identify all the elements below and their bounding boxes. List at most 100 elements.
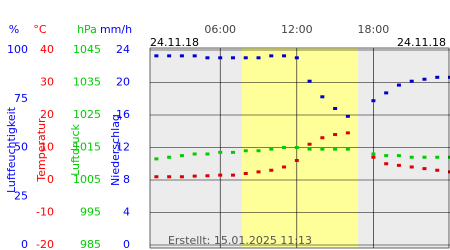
daylight-band	[241, 48, 359, 248]
y-tick-label: 1045	[73, 43, 101, 56]
data-point	[154, 175, 159, 179]
data-point	[256, 170, 261, 174]
y-tick-label: 25	[14, 189, 28, 202]
y-tick-label: 985	[80, 238, 101, 250]
data-point	[345, 114, 350, 118]
y-tick-label: 1015	[73, 141, 101, 154]
data-point	[192, 174, 197, 178]
data-point	[192, 152, 197, 156]
axis-unit: hPa	[77, 23, 97, 36]
data-point	[154, 54, 159, 58]
data-point	[243, 56, 248, 60]
data-point	[218, 56, 223, 60]
data-point	[256, 149, 261, 153]
data-point	[422, 155, 427, 159]
axis-title: Luftdruck	[69, 123, 82, 175]
data-point	[230, 56, 235, 60]
data-point	[333, 133, 338, 136]
axis-unit: %	[9, 23, 19, 36]
data-point	[320, 147, 325, 151]
y-tick-label: 20	[40, 108, 54, 121]
data-point	[320, 136, 325, 140]
data-point	[371, 99, 376, 103]
y-tick-label: 1035	[73, 76, 101, 89]
axis-unit: °C	[33, 23, 47, 36]
data-point	[396, 83, 401, 87]
x-tick-label: 18:00	[358, 23, 390, 36]
data-point	[384, 91, 389, 95]
data-point	[333, 147, 338, 151]
data-point	[345, 131, 350, 135]
y-tick-label: 20	[116, 76, 130, 89]
y-tick-label: -20	[36, 238, 54, 250]
data-point	[435, 155, 440, 159]
y-tick-label: 12	[116, 141, 130, 154]
axis-title: Niederschlag	[109, 114, 122, 186]
y-tick-label: 4	[123, 206, 130, 219]
y-tick-label: 8	[123, 173, 130, 186]
data-point	[179, 54, 184, 58]
y-tick-label: 995	[80, 206, 101, 219]
data-point	[396, 154, 401, 158]
data-point	[243, 149, 248, 153]
data-point	[256, 56, 261, 60]
data-point	[282, 146, 287, 149]
data-point	[218, 173, 223, 177]
y-tick-label: -10	[36, 206, 54, 219]
data-point	[435, 75, 440, 79]
y-tick-label: 0	[47, 173, 54, 186]
data-point	[179, 154, 184, 158]
data-point	[384, 162, 389, 166]
y-tick-label: 16	[116, 108, 130, 121]
data-point	[294, 159, 299, 162]
data-point	[269, 168, 274, 172]
date-end: 24.11.18	[397, 36, 446, 49]
data-point	[179, 175, 184, 179]
data-point	[167, 54, 172, 58]
data-point	[230, 173, 235, 177]
y-tick-label: 0	[21, 238, 28, 250]
data-point	[371, 155, 376, 159]
data-point	[307, 79, 312, 83]
data-point	[396, 163, 401, 167]
data-point	[205, 152, 210, 156]
y-tick-label: 40	[40, 43, 54, 56]
y-tick-label: 1025	[73, 108, 101, 121]
data-point	[409, 79, 414, 83]
y-tick-label: 30	[40, 76, 54, 89]
axis-unit: mm/h	[100, 23, 132, 36]
y-tick-label: 50	[14, 141, 28, 154]
x-tick-label: 12:00	[281, 23, 313, 36]
x-tick-label: 06:00	[204, 23, 236, 36]
y-tick-label: 10	[40, 141, 54, 154]
axis-title: Luftfeuchtigkeit	[5, 106, 18, 193]
data-point	[409, 155, 414, 159]
data-point	[167, 175, 172, 179]
y-tick-label: 100	[7, 43, 28, 56]
data-point	[333, 107, 338, 110]
data-point	[409, 165, 414, 169]
data-point	[154, 157, 159, 161]
y-tick-label: 0	[123, 238, 130, 250]
data-point	[371, 152, 376, 156]
data-point	[269, 54, 274, 58]
data-point	[422, 167, 427, 171]
axis-title: Temperatur	[35, 118, 48, 183]
data-point	[205, 174, 210, 178]
data-point	[345, 147, 350, 151]
y-tick-label: 24	[116, 43, 130, 56]
data-point	[282, 165, 287, 169]
date-start: 24.11.18	[150, 36, 199, 49]
created-note: Erstellt: 15.01.2025 11:13	[168, 234, 312, 247]
data-point	[384, 154, 389, 158]
plot-frame	[149, 47, 450, 249]
data-point	[307, 142, 312, 146]
data-point	[307, 147, 312, 151]
y-tick-label: 1005	[73, 173, 101, 186]
data-point	[230, 150, 235, 154]
data-point	[167, 155, 172, 159]
data-point	[205, 56, 210, 60]
data-point	[218, 150, 223, 154]
data-point	[294, 146, 299, 149]
